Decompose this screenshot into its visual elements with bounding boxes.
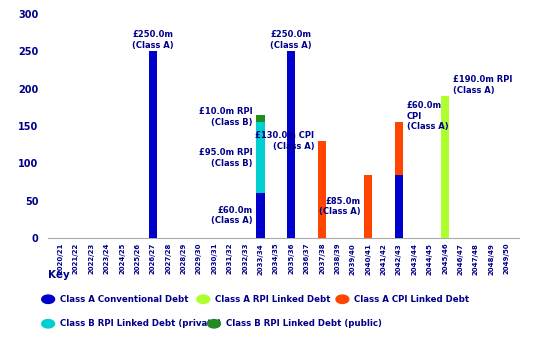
Bar: [149, 51, 157, 238]
Text: Class B RPI Linked Debt (private): Class B RPI Linked Debt (private): [60, 319, 221, 328]
Bar: [256, 122, 265, 193]
Text: Class A CPI Linked Debt: Class A CPI Linked Debt: [354, 295, 469, 304]
Bar: [287, 51, 295, 238]
Text: £60.0m
(Class A): £60.0m (Class A): [211, 206, 253, 225]
Text: £130.0m CPI
(Class A): £130.0m CPI (Class A): [255, 131, 315, 150]
Text: £10.0m RPI
(Class B): £10.0m RPI (Class B): [199, 107, 253, 127]
Bar: [364, 175, 372, 238]
Text: Class A RPI Linked Debt: Class A RPI Linked Debt: [215, 295, 331, 304]
Text: Class A Conventional Debt: Class A Conventional Debt: [60, 295, 188, 304]
Text: £250.0m
(Class A): £250.0m (Class A): [132, 30, 173, 50]
Bar: [395, 175, 403, 238]
Bar: [256, 193, 265, 238]
Bar: [441, 96, 449, 238]
Text: Key: Key: [48, 270, 70, 280]
Text: £85.0m
(Class A): £85.0m (Class A): [319, 197, 361, 216]
Bar: [395, 122, 403, 175]
Text: £250.0m
(Class A): £250.0m (Class A): [270, 30, 312, 50]
Text: £190.0m RPI
(Class A): £190.0m RPI (Class A): [453, 75, 512, 94]
Text: £60.0m
CPI
(Class A): £60.0m CPI (Class A): [407, 102, 448, 131]
Bar: [256, 115, 265, 122]
Text: Class B RPI Linked Debt (public): Class B RPI Linked Debt (public): [226, 319, 381, 328]
Bar: [318, 141, 326, 238]
Text: £95.0m RPI
(Class B): £95.0m RPI (Class B): [199, 148, 253, 168]
